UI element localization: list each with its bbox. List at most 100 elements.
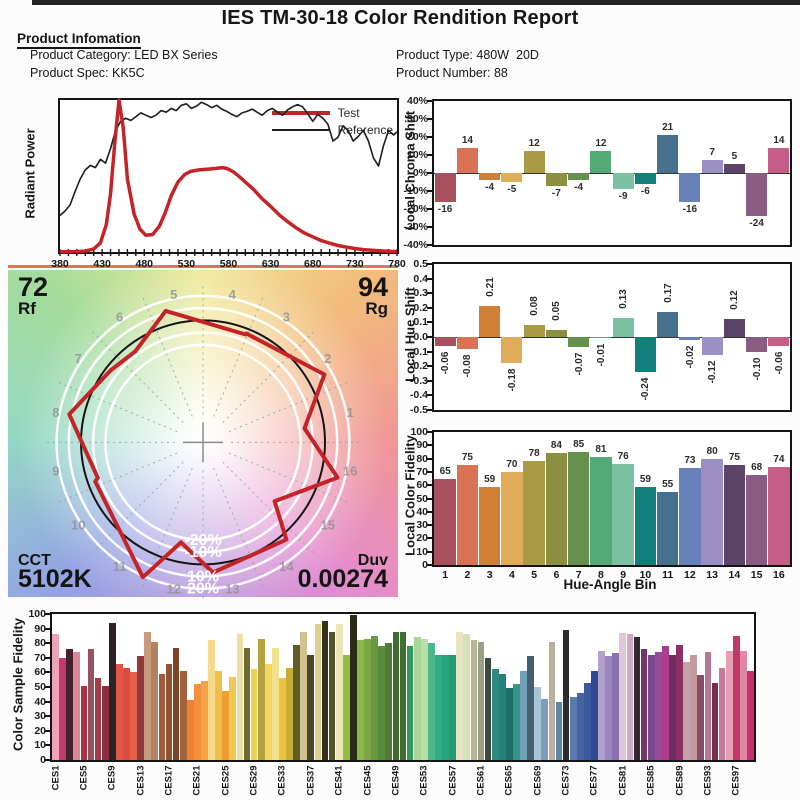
bar [723,319,745,337]
product-category: Product Category: LED BX Series [30,48,218,62]
bar-value-label: 0.21 [484,277,496,298]
bar [598,650,605,760]
axis-tick-label: 580 [219,258,238,270]
bar-value-label: -0.24 [640,377,652,401]
hue-bin-number: 7 [75,351,82,366]
hue-bin-number: 5 [170,287,177,302]
product-type-label: Product Type: [396,48,473,62]
axis-tick-label: 10 [34,739,46,752]
bar [711,682,719,760]
bar [768,147,790,173]
bar [314,624,322,760]
axis-tick-label: CES77 [588,765,600,796]
bar-value-label: -0.08 [462,354,474,378]
hue-shift-chart: 0.5 0.4 0.3 0.2 0.1 0.0 -0.1 -0.2 -0.3 -0.4 -0.5 -0… [410,258,792,416]
product-spec-label: Product Spec: [30,66,109,80]
bar [364,638,371,760]
bar [634,173,656,184]
axis-tick-label: -40% [403,239,428,251]
reference-line-swatch [271,128,330,131]
axis-tick-label: 50 [416,492,428,505]
bar-value-label: 73 [684,454,696,466]
axis-tick-label: 70 [34,651,46,664]
bar [420,638,428,760]
axis-tick-mark [427,470,433,473]
axis-tick-mark [45,642,51,645]
bar-value-label: 21 [662,122,674,134]
bar-value-label: -24 [749,218,764,230]
rf-label: Rf [18,298,36,318]
axis-tick-label: 530 [177,258,196,270]
bar [137,656,144,760]
bar [746,337,768,352]
bar-value-label: -0.02 [684,345,696,369]
bar [80,685,88,760]
axis-tick-label: 10 [416,545,428,558]
ring-percent-label: 10% [187,569,219,586]
bar-value-label: 80 [706,445,718,457]
axis-tick-mark [427,510,433,513]
bar [456,337,478,349]
axis-tick-label: CES1 [50,765,62,791]
bar-value-label: 5 [731,151,738,162]
bar [52,634,59,760]
bar [768,466,790,565]
hue-bin-number: 6 [116,310,123,325]
bar [591,670,598,760]
axis-tick-label: 0.4 [413,272,428,285]
bar [583,682,591,760]
product-spec-value: KK5C [112,66,145,80]
bar-value-label: 78 [528,448,540,460]
hue-bin-number: 2 [324,351,331,366]
bar [669,654,676,760]
duv-label: Duv [357,552,388,570]
bar [335,624,343,760]
axis-tick-mark [427,444,433,447]
bar [470,640,478,760]
axis-tick-label: 0.5 [413,258,428,270]
axis-tick-mark [427,484,433,487]
bar [378,646,386,760]
bar [501,173,523,182]
axis-tick-mark [45,627,51,630]
axis-tick-label: CES57 [447,765,459,796]
bar [704,651,712,760]
spd-y-axis-label: Radiant Power [22,128,38,219]
axis-tick-label: CES61 [475,765,487,796]
bar [612,173,634,190]
hue-bin-number: 14 [279,559,294,574]
axis-tick-label: 430 [93,258,111,270]
bar-value-label: 55 [662,478,674,490]
bar [697,675,705,760]
hue-bin-number: 8 [52,405,59,420]
hue-bin-number: 9 [52,464,59,479]
bar [130,672,137,760]
axis-tick-mark [45,656,51,659]
bar [555,701,563,760]
ring-percent-label: -10% [184,544,221,561]
bar [208,640,215,760]
hue-bin-number: 4 [229,287,237,302]
bar [701,337,723,355]
axis-tick-mark [427,336,433,338]
axis-tick-label: 60 [416,479,428,492]
bar [101,685,109,760]
bar-value-label: 59 [639,473,651,485]
bar [406,646,414,760]
duv-readout: Duv 0.00274 [298,552,388,592]
bar [479,306,501,337]
bar [548,641,556,760]
bar [640,649,648,760]
axis-tick-label: 9 [620,569,627,581]
bar [456,465,479,565]
bar [371,635,378,760]
axis-tick-label: 40 [416,505,428,518]
bar [545,329,567,337]
bar [392,631,400,760]
axis-tick-label: 70 [416,465,428,478]
bar [264,663,272,760]
bar [634,337,656,373]
bar-value-label: -0.10 [751,357,763,380]
